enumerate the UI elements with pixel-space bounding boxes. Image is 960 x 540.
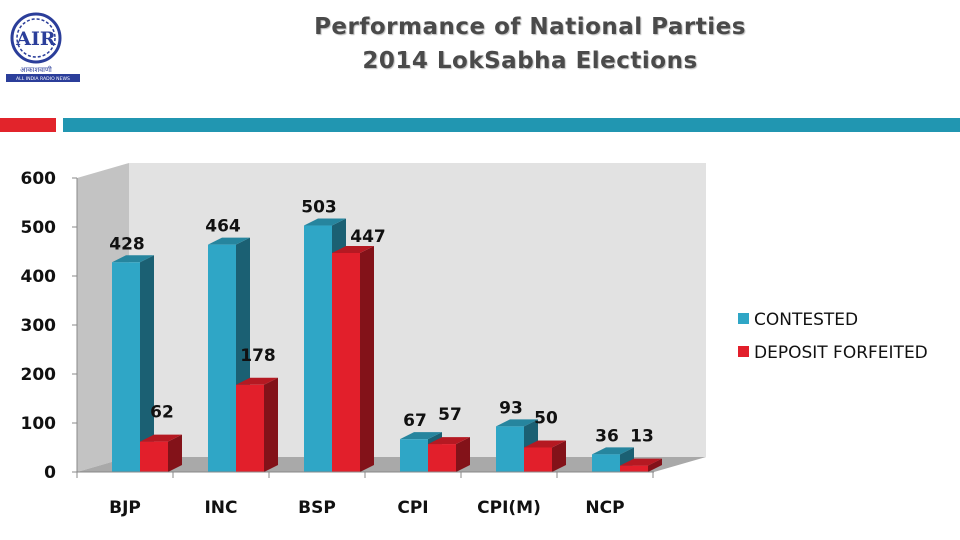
bar-deposit-forfeited [236,377,278,472]
logo-hindi-text: आकाशवाणी [20,65,52,74]
header-band-red [0,118,56,132]
bar-front-face [620,465,648,472]
data-label-deposit-forfeited: 62 [150,403,174,423]
data-labels: 428 62 464 178 503 447 67 57 93 50 36 13 [109,198,654,447]
bar-top-face [332,245,374,253]
bar-side-face [456,437,470,472]
x-category-label: INC [204,498,237,518]
x-axis: BJP INC BSP CPI CPI(M) NCP [76,471,654,518]
bar-front-face [304,225,332,472]
bar-side-face [168,434,182,472]
bar-top-face [496,419,538,427]
bar-top-face [428,437,470,445]
data-label-contested: 36 [595,426,619,446]
bar-deposit-forfeited [524,440,566,472]
y-axis: 0 100 200 300 400 500 600 [21,169,78,483]
legend-label: CONTESTED [754,310,858,330]
y-tick-label: 300 [21,316,57,336]
y-tick-label: 200 [21,365,57,385]
x-category-label: CPI(M) [477,498,541,518]
bar-top-face [524,440,566,448]
legend-swatch [738,346,749,357]
legend-swatch [738,313,749,324]
bar-front-face [236,384,264,472]
bar-top-face [112,255,154,263]
bar-top-face [400,432,442,440]
y-tick-label: 400 [21,267,57,287]
bar-front-face [592,454,620,472]
x-category-label: CPI [397,498,428,518]
bar-front-face [140,441,168,472]
data-label-deposit-forfeited: 13 [630,427,654,447]
logo-letters: AIR [15,28,56,50]
bar-top-face [592,447,634,455]
bar-top-face [140,434,182,442]
bar-front-face [496,426,524,472]
legend-label: DEPOSIT FORFEITED [754,343,928,363]
data-label-deposit-forfeited: 178 [240,346,276,366]
bar-front-face [400,439,428,472]
bar-deposit-forfeited [140,434,182,472]
header-band-teal [63,118,960,132]
data-label-contested: 503 [301,198,337,218]
bar-front-face [332,252,360,472]
bar-contested [112,255,154,472]
y-tick-label: 600 [21,169,57,189]
bar-chart: 0 100 200 300 400 500 600 428 62 464 178 503 447 67 5… [21,163,928,518]
bar-front-face [428,444,456,472]
bar-contested [592,447,634,472]
bar-front-face [112,262,140,472]
logo-caption: ALL INDIA RADIO NEWS [16,76,70,82]
x-category-label: NCP [585,498,624,518]
title-line-1: Performance of National Parties [314,14,746,40]
y-tick-label: 500 [21,218,57,238]
bar-side-face [140,255,154,472]
data-label-deposit-forfeited: 447 [350,227,386,247]
chart-legend: CONTESTED DEPOSIT FORFEITED [738,310,928,363]
data-label-deposit-forfeited: 57 [438,405,462,425]
y-tick-label: 100 [21,414,57,434]
chart-bars [112,218,662,472]
page-title: Performance of National Parties 2014 Lok… [230,10,830,78]
bar-side-face [552,440,566,472]
data-label-contested: 93 [499,398,523,418]
x-category-label: BJP [109,498,141,518]
bar-top-face [208,237,250,245]
bar-top-face [304,218,346,226]
bar-side-face [648,458,662,472]
all-india-radio-logo: AIR आकाशवाणी ALL INDIA RADIO NEWS [6,12,80,82]
bar-top-face [236,377,278,385]
bar-front-face [208,244,236,472]
title-line-2: 2014 LokSabha Elections [362,48,698,74]
bar-side-face [264,377,278,472]
x-category-label: BSP [298,498,336,518]
bar-side-face [360,245,374,472]
data-label-contested: 428 [109,234,145,254]
data-label-deposit-forfeited: 50 [534,409,558,429]
bar-deposit-forfeited [428,437,470,472]
data-label-contested: 67 [403,411,427,431]
y-tick-label: 0 [44,463,56,483]
bar-deposit-forfeited [332,245,374,472]
bar-deposit-forfeited [620,458,662,472]
data-label-contested: 464 [205,217,241,237]
bar-top-face [620,458,662,466]
bar-front-face [524,447,552,472]
